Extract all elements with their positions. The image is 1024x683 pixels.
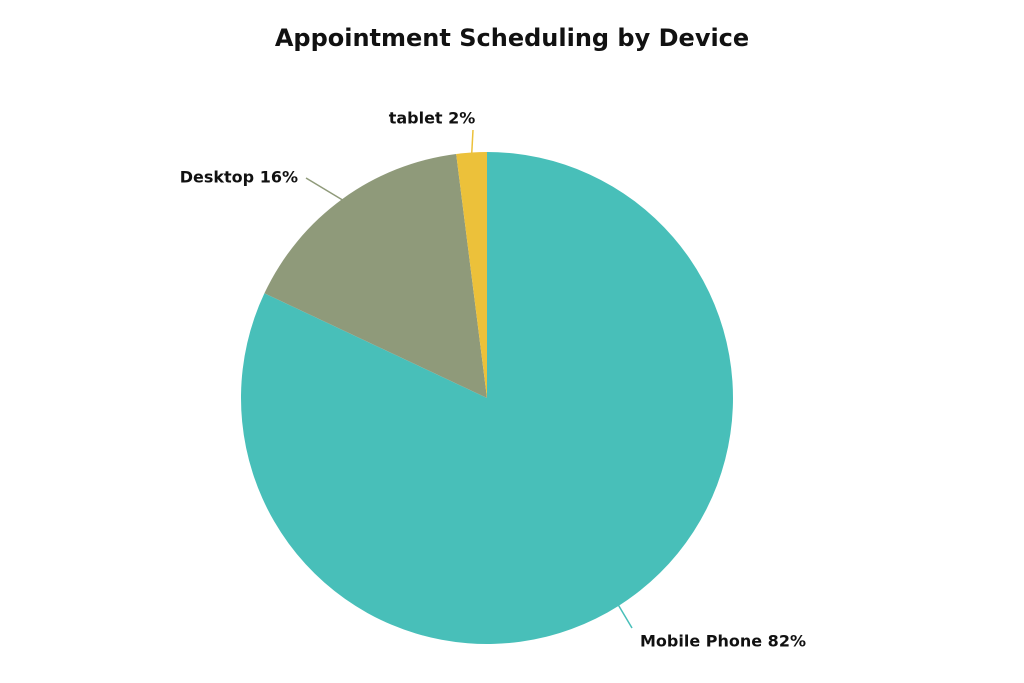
leader-line-desktop: [305, 177, 344, 202]
slice-labels: Mobile Phone 82% Desktop 16% tablet 2%: [180, 109, 806, 651]
leader-lines: [305, 129, 633, 629]
chart-title: Appointment Scheduling by Device: [274, 24, 750, 52]
leader-line-tablet: [470, 129, 474, 155]
pie-slice-tablet: [456, 152, 487, 398]
pie-slice-mobile-phone: [240, 152, 733, 644]
pie-slice-desktop: [264, 153, 487, 398]
slice-label-desktop: Desktop 16%: [180, 168, 298, 187]
pie-slices: [240, 152, 733, 644]
slice-label-tablet: tablet 2%: [389, 109, 476, 128]
slice-label-mobile-phone: Mobile Phone 82%: [640, 632, 806, 651]
leader-line-mobile-phone: [617, 603, 633, 629]
